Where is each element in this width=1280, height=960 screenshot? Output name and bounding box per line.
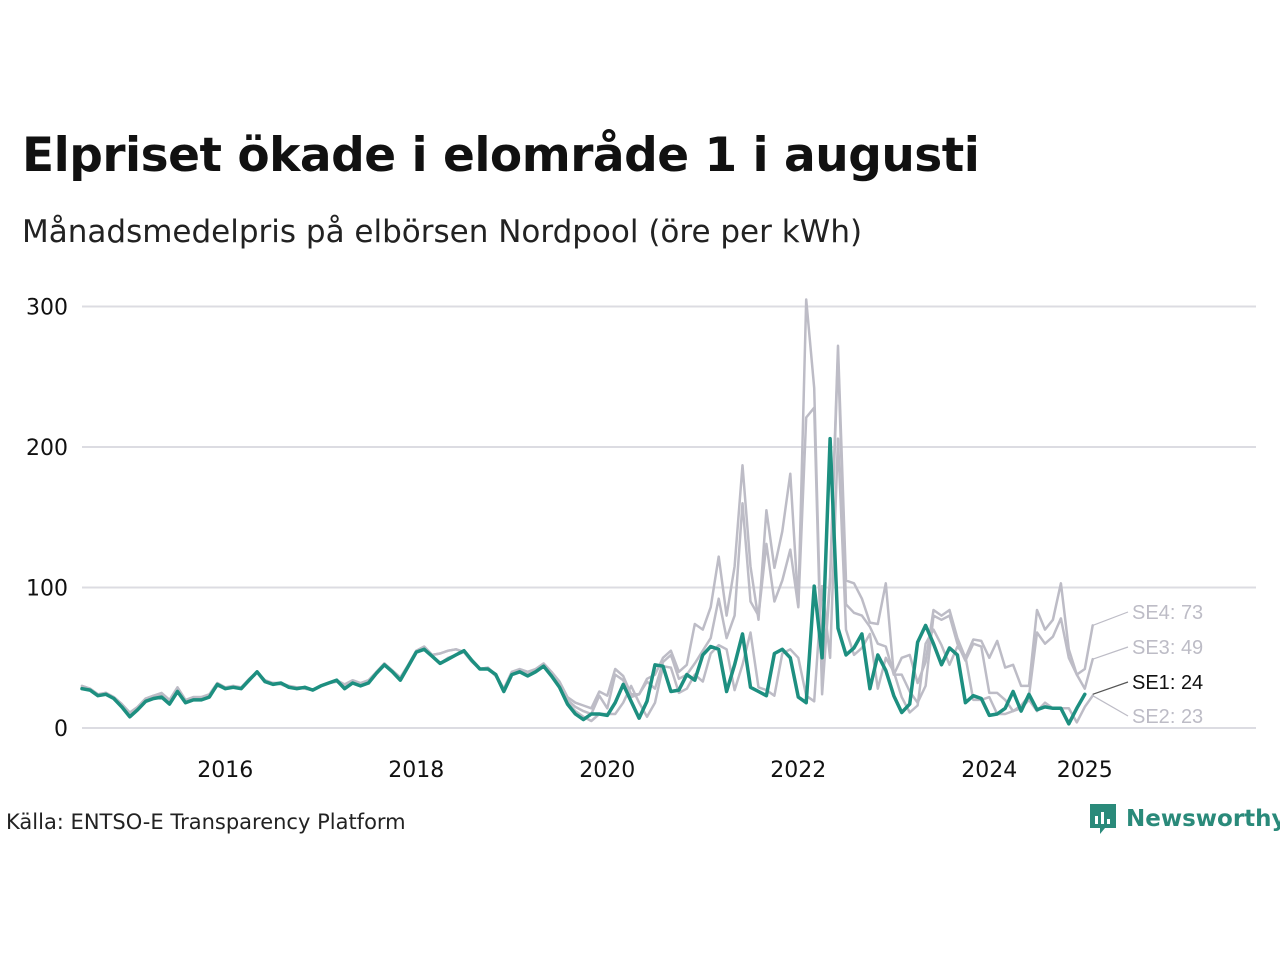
x-tick-label: 2025 [1057, 758, 1113, 783]
series-end-value: 24 [1181, 672, 1203, 694]
end-label-se4: SE4: 73 [1132, 602, 1203, 624]
source-note: Källa: ENTSO-E Transparency Platform [6, 810, 406, 834]
chart-subtitle: Månadsmedelpris på elbörsen Nordpool (ör… [22, 214, 863, 250]
gridlines [82, 305, 1256, 729]
newsworthy-logo-icon [1090, 804, 1116, 834]
series-line-se2 [80, 437, 1094, 724]
leader-line [1092, 646, 1129, 660]
series-end-value: 73 [1181, 602, 1203, 624]
x-tick-label: 2018 [388, 758, 444, 783]
y-tick-labels: 0 100 200 300 [26, 296, 68, 743]
series-name: SE2 [1132, 706, 1170, 728]
leader-line [1092, 695, 1129, 717]
leader-line [1092, 681, 1129, 695]
end-label-se2: SE2: 23 [1132, 706, 1203, 728]
series-end-value: 23 [1181, 706, 1203, 728]
series-name: SE4 [1132, 602, 1170, 624]
y-tick-label: 0 [54, 717, 68, 742]
leader-line [1092, 611, 1129, 626]
series-end-value: 49 [1181, 637, 1203, 659]
end-label-se3: SE3: 49 [1132, 637, 1203, 659]
y-tick-label: 100 [26, 577, 68, 602]
chart-title: Elpriset ökade i elområde 1 i augusti [22, 128, 980, 183]
brand-name: Newsworthy [1126, 806, 1280, 832]
end-labels: SE4: 73 SE3: 49 SE1: 24 SE2: 23 [1092, 602, 1203, 728]
x-tick-label: 2022 [770, 758, 826, 783]
series-line-se4 [80, 298, 1094, 714]
x-tick-label: 2020 [579, 758, 635, 783]
series-line-se1 [80, 436, 1087, 726]
end-label-se1: SE1: 24 [1132, 672, 1203, 694]
series-name: SE1 [1132, 672, 1170, 694]
x-tick-label: 2016 [197, 758, 253, 783]
y-tick-label: 300 [26, 296, 68, 321]
x-tick-labels: 2016 2018 2020 2022 2024 2025 [197, 758, 1113, 783]
y-tick-label: 200 [26, 436, 68, 461]
x-tick-label: 2024 [961, 758, 1017, 783]
series-name: SE3 [1132, 637, 1170, 659]
series-lines [80, 298, 1094, 726]
brand-logo: Newsworthy [1088, 802, 1280, 836]
